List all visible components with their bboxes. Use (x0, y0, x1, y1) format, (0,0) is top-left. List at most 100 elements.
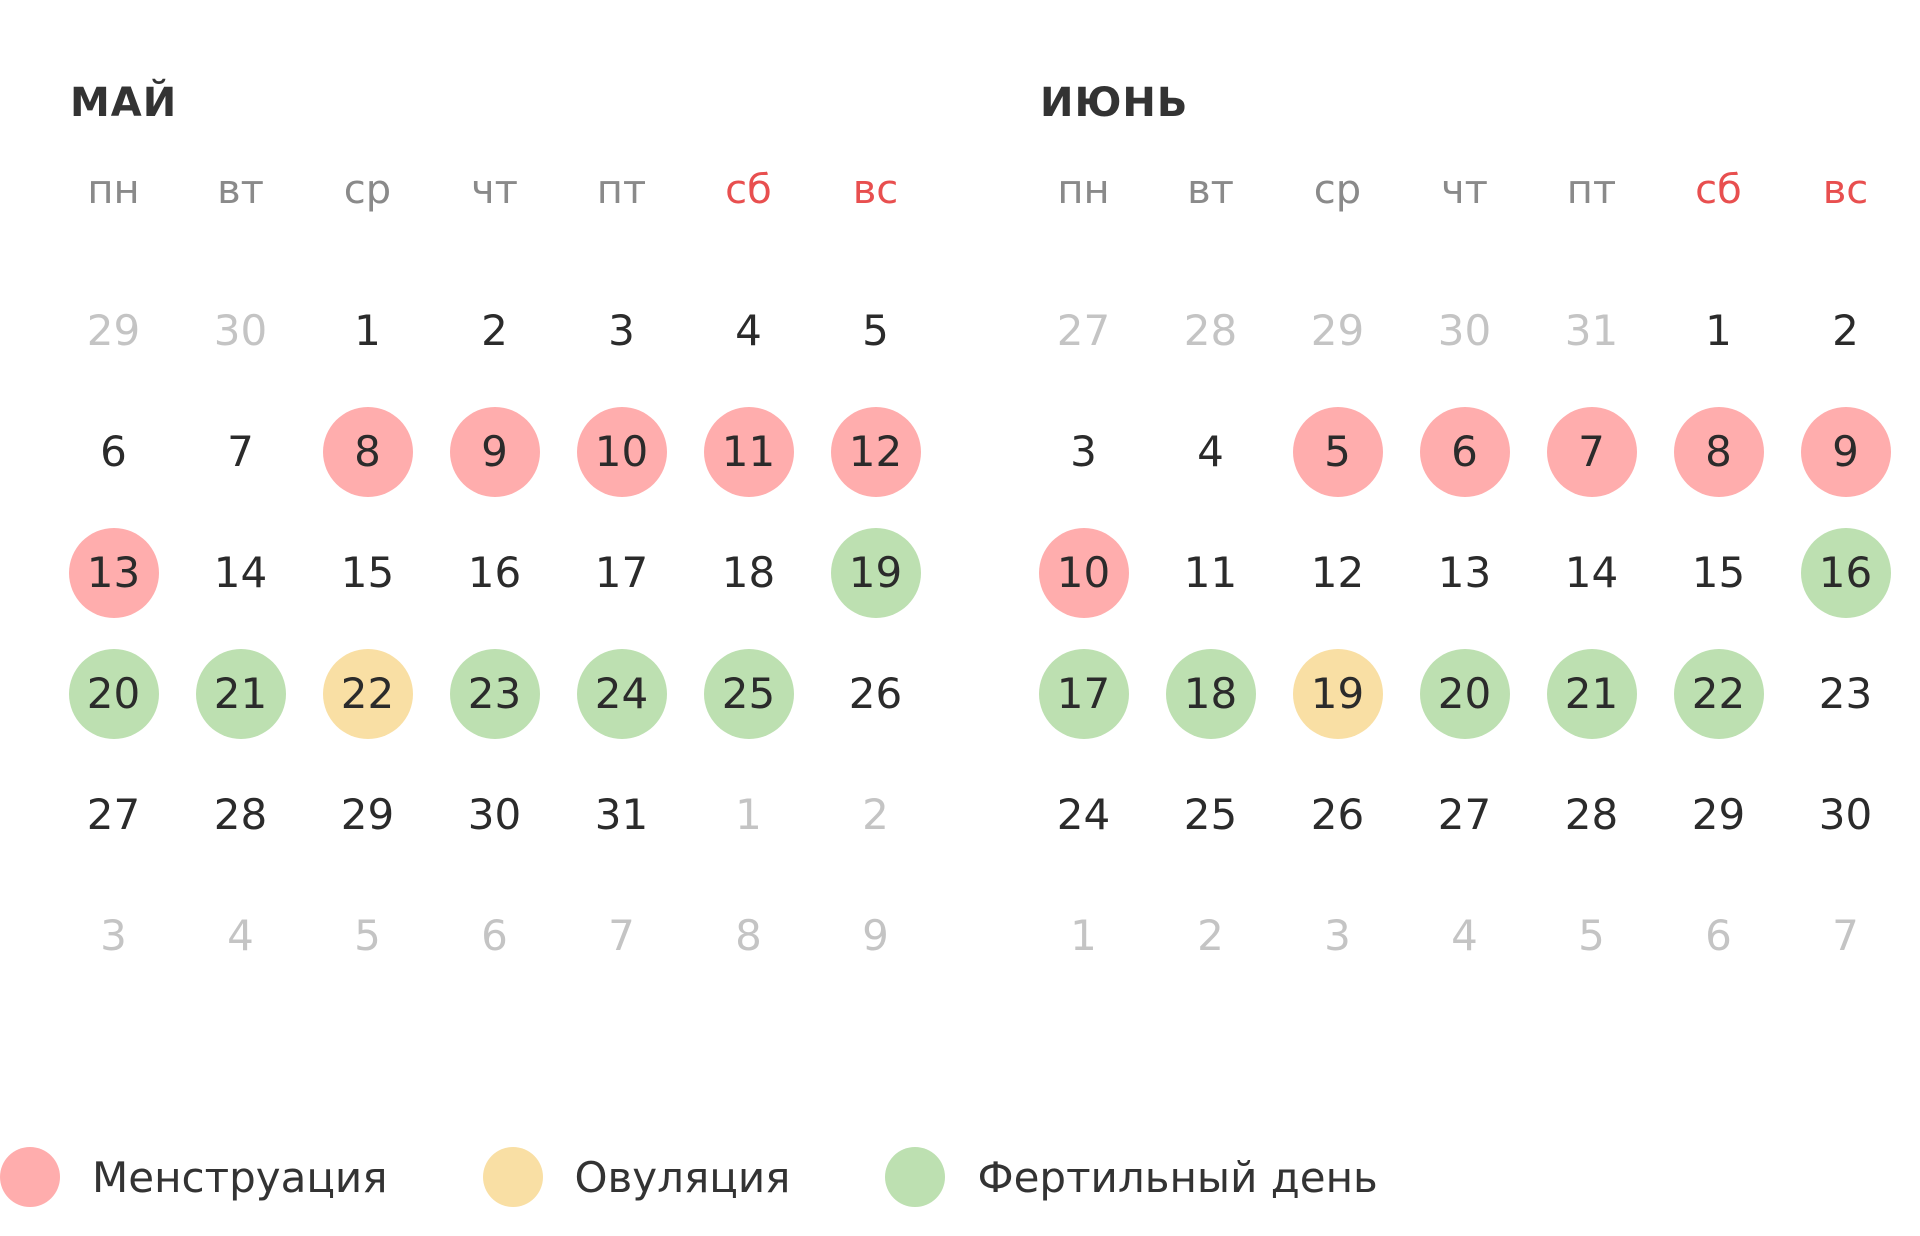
day-cell-outside-month[interactable]: 7 (558, 875, 685, 996)
day-cell[interactable]: 23 (1782, 633, 1909, 754)
day-cell[interactable]: 1 (1655, 270, 1782, 391)
day-grid: 27 28 29 30 31 1 2 3 4 5 6 7 8 9 10 11 12 13 14 15 16 17 18 19 2… (1020, 270, 1910, 996)
day-cell[interactable]: 3 (1020, 391, 1147, 512)
day-cell[interactable]: 6 (50, 391, 177, 512)
day-cell-fertile[interactable]: 22 (1655, 633, 1782, 754)
day-cell-fertile[interactable]: 18 (1147, 633, 1274, 754)
day-cell-fertile[interactable]: 25 (685, 633, 812, 754)
day-cell-outside-month[interactable]: 30 (1401, 270, 1528, 391)
day-number: 2 (481, 306, 508, 355)
day-cell-menstruation[interactable]: 10 (1020, 512, 1147, 633)
day-number: 22 (340, 669, 395, 718)
day-cell-outside-month[interactable]: 28 (1147, 270, 1274, 391)
day-cell-outside-month[interactable]: 30 (177, 270, 304, 391)
day-cell[interactable]: 31 (558, 754, 685, 875)
day-cell-menstruation[interactable]: 8 (304, 391, 431, 512)
day-number: 19 (1310, 669, 1365, 718)
day-cell[interactable]: 15 (1655, 512, 1782, 633)
day-cell[interactable]: 15 (304, 512, 431, 633)
day-cell-fertile[interactable]: 21 (1528, 633, 1655, 754)
day-cell-outside-month[interactable]: 4 (177, 875, 304, 996)
day-cell[interactable]: 30 (1782, 754, 1909, 875)
day-cell-menstruation[interactable]: 8 (1655, 391, 1782, 512)
day-cell[interactable]: 29 (304, 754, 431, 875)
day-cell-fertile[interactable]: 21 (177, 633, 304, 754)
weekday-label: пн (1057, 167, 1110, 213)
day-cell-fertile[interactable]: 24 (558, 633, 685, 754)
day-cell-outside-month[interactable]: 3 (1274, 875, 1401, 996)
day-cell[interactable]: 4 (685, 270, 812, 391)
day-cell-outside-month[interactable]: 5 (304, 875, 431, 996)
day-cell-menstruation[interactable]: 5 (1274, 391, 1401, 512)
day-cell[interactable]: 24 (1020, 754, 1147, 875)
day-cell[interactable]: 4 (1147, 391, 1274, 512)
day-cell[interactable]: 27 (50, 754, 177, 875)
day-marker (1800, 527, 1891, 618)
day-cell-menstruation[interactable]: 10 (558, 391, 685, 512)
day-number: 20 (1437, 669, 1492, 718)
day-cell-outside-month[interactable]: 9 (812, 875, 939, 996)
day-cell-outside-month[interactable]: 6 (431, 875, 558, 996)
day-cell[interactable]: 26 (812, 633, 939, 754)
day-cell-outside-month[interactable]: 6 (1655, 875, 1782, 996)
day-cell[interactable]: 25 (1147, 754, 1274, 875)
day-cell[interactable]: 2 (1782, 270, 1909, 391)
day-cell-menstruation[interactable]: 7 (1528, 391, 1655, 512)
day-cell-outside-month[interactable]: 29 (50, 270, 177, 391)
day-cell-menstruation[interactable]: 9 (431, 391, 558, 512)
day-cell[interactable]: 14 (1528, 512, 1655, 633)
day-cell[interactable]: 18 (685, 512, 812, 633)
day-cell-outside-month[interactable]: 1 (1020, 875, 1147, 996)
day-cell[interactable]: 13 (1401, 512, 1528, 633)
day-cell-outside-month[interactable]: 3 (50, 875, 177, 996)
day-cell-outside-month[interactable]: 27 (1020, 270, 1147, 391)
day-cell[interactable]: 29 (1655, 754, 1782, 875)
day-cell-outside-month[interactable]: 1 (685, 754, 812, 875)
day-cell[interactable]: 17 (558, 512, 685, 633)
day-marker (1546, 648, 1637, 739)
day-cell-menstruation[interactable]: 6 (1401, 391, 1528, 512)
day-cell[interactable]: 5 (812, 270, 939, 391)
month-title: ИЮНЬ (1040, 80, 1189, 126)
day-cell-outside-month[interactable]: 5 (1528, 875, 1655, 996)
day-marker (830, 406, 921, 497)
day-cell-fertile[interactable]: 16 (1782, 512, 1909, 633)
day-cell-outside-month[interactable]: 4 (1401, 875, 1528, 996)
day-cell[interactable]: 1 (304, 270, 431, 391)
day-cell-ovulation[interactable]: 19 (1274, 633, 1401, 754)
day-cell-outside-month[interactable]: 29 (1274, 270, 1401, 391)
day-cell-fertile[interactable]: 20 (1401, 633, 1528, 754)
day-cell[interactable]: 27 (1401, 754, 1528, 875)
day-cell[interactable]: 28 (1528, 754, 1655, 875)
day-number: 9 (481, 427, 508, 476)
day-cell-fertile[interactable]: 20 (50, 633, 177, 754)
day-number: 15 (1691, 548, 1746, 597)
day-cell-outside-month[interactable]: 7 (1782, 875, 1909, 996)
day-marker (576, 406, 667, 497)
day-cell[interactable]: 12 (1274, 512, 1401, 633)
day-cell-menstruation[interactable]: 9 (1782, 391, 1909, 512)
day-number: 8 (735, 911, 762, 960)
day-cell-outside-month[interactable]: 2 (812, 754, 939, 875)
day-cell-fertile[interactable]: 17 (1020, 633, 1147, 754)
day-cell[interactable]: 11 (1147, 512, 1274, 633)
day-cell-fertile[interactable]: 23 (431, 633, 558, 754)
day-number: 13 (1437, 548, 1492, 597)
day-cell-ovulation[interactable]: 22 (304, 633, 431, 754)
day-cell-outside-month[interactable]: 2 (1147, 875, 1274, 996)
day-cell-fertile[interactable]: 19 (812, 512, 939, 633)
day-cell-outside-month[interactable]: 8 (685, 875, 812, 996)
day-cell[interactable]: 26 (1274, 754, 1401, 875)
day-cell-menstruation[interactable]: 11 (685, 391, 812, 512)
day-cell-outside-month[interactable]: 31 (1528, 270, 1655, 391)
day-cell-menstruation[interactable]: 13 (50, 512, 177, 633)
day-cell[interactable]: 7 (177, 391, 304, 512)
day-cell-menstruation[interactable]: 12 (812, 391, 939, 512)
day-cell[interactable]: 30 (431, 754, 558, 875)
day-marker (703, 648, 794, 739)
day-cell[interactable]: 28 (177, 754, 304, 875)
day-cell[interactable]: 3 (558, 270, 685, 391)
day-cell[interactable]: 14 (177, 512, 304, 633)
day-cell[interactable]: 16 (431, 512, 558, 633)
day-cell[interactable]: 2 (431, 270, 558, 391)
